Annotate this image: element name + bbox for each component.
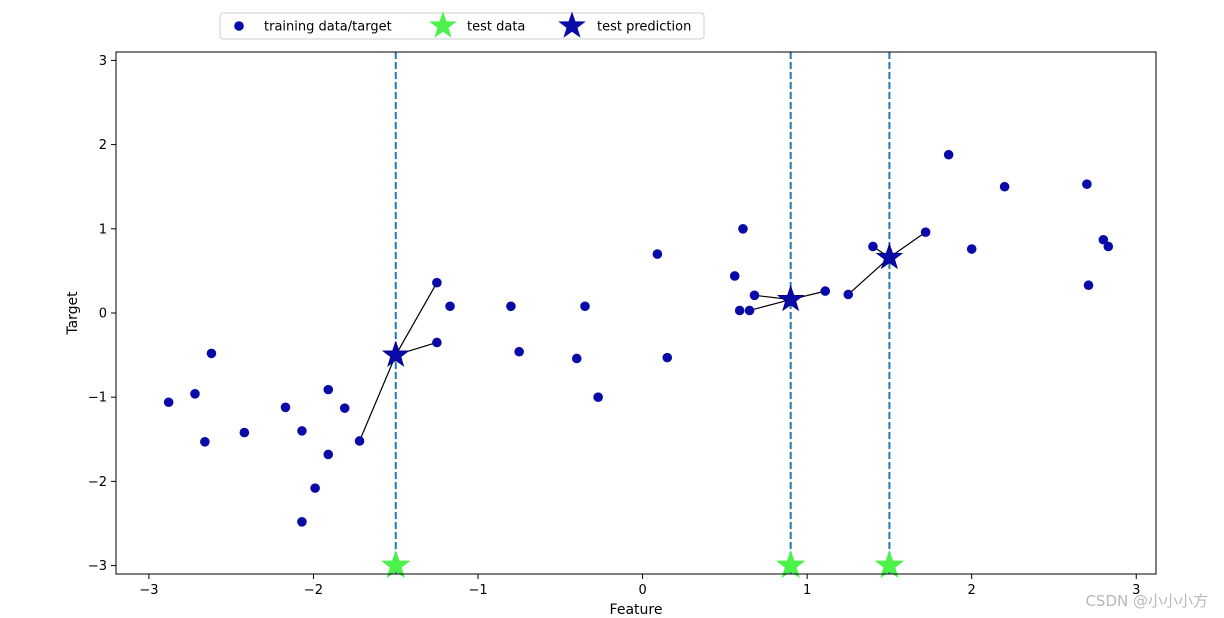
neighbor-line (395, 282, 438, 356)
legend-label: test prediction (597, 20, 691, 35)
x-tick-label: 3 (1132, 583, 1140, 598)
legend-marker-star (558, 11, 586, 38)
y-tick-label: 3 (99, 54, 107, 69)
training-point (200, 437, 210, 447)
training-point (580, 301, 590, 312)
training-point (239, 427, 250, 438)
legend: training data/target test data test predic… (219, 11, 705, 40)
training-point (323, 449, 334, 460)
training-point (432, 337, 442, 348)
training-point (843, 289, 854, 300)
training-point (506, 301, 516, 312)
training-point (943, 149, 954, 160)
training-point (729, 271, 740, 281)
training-point (190, 389, 200, 399)
prediction-points (381, 242, 904, 367)
prediction-star (875, 242, 904, 270)
training-point (432, 277, 442, 288)
test-point-star (775, 550, 806, 579)
training-point (920, 227, 931, 237)
training-point (744, 305, 755, 316)
training-point (734, 305, 745, 316)
training-point (1083, 280, 1094, 291)
training-point (738, 224, 748, 234)
training-point (206, 348, 217, 359)
watermark: CSDN @小小小方 (1085, 592, 1208, 610)
x-tick-label: 0 (638, 583, 646, 598)
training-point (297, 426, 307, 436)
training-point (999, 181, 1010, 192)
training-point (514, 346, 524, 357)
training-point (339, 403, 350, 413)
y-tick-label: 0 (99, 307, 107, 322)
training-point (1103, 241, 1114, 252)
y-axis: −3 −2 −1 0 1 2 3 (88, 54, 116, 574)
legend-marker-star (429, 11, 457, 38)
training-point (1082, 179, 1092, 189)
x-tick-label: 2 (968, 583, 976, 598)
training-point (280, 402, 291, 413)
x-axis-label: Feature (610, 602, 663, 618)
legend-label: training data/target (264, 20, 392, 35)
y-axis-label: Target (65, 291, 81, 336)
training-point (820, 286, 831, 296)
training-points (163, 149, 1114, 527)
test-point-star (874, 550, 905, 579)
training-point (662, 352, 673, 363)
training-point (652, 249, 663, 259)
training-point (966, 244, 977, 254)
prediction-star (381, 340, 410, 367)
y-tick-label: −1 (88, 391, 107, 406)
y-tick-label: −2 (88, 475, 107, 490)
training-point (310, 483, 320, 493)
training-point (445, 301, 455, 312)
test-point-star (380, 550, 411, 579)
x-tick-label: 1 (803, 583, 811, 598)
prediction-star (776, 285, 805, 312)
training-point (571, 353, 582, 364)
y-tick-label: 2 (99, 138, 107, 153)
x-tick-label: −3 (139, 583, 158, 598)
training-point (354, 436, 365, 446)
training-point (868, 241, 878, 252)
test-points (380, 550, 905, 579)
x-axis: −3 −2 −1 0 1 2 3 (139, 574, 1140, 598)
y-tick-label: 1 (99, 222, 107, 237)
legend-label: test data (467, 20, 525, 35)
x-tick-label: −2 (304, 583, 323, 598)
training-point (297, 517, 307, 527)
neighbor-line (749, 298, 791, 312)
x-tick-label: −1 (468, 583, 487, 598)
y-tick-label: −3 (88, 559, 107, 574)
test-point-vlines (394, 52, 891, 574)
training-point (593, 392, 603, 402)
training-point (1098, 234, 1109, 245)
neighbor-line (847, 256, 890, 295)
training-point (163, 397, 174, 408)
legend-box (219, 12, 705, 40)
training-point (323, 384, 334, 395)
legend-marker-circle (234, 21, 244, 31)
neighbor-line (358, 354, 397, 442)
training-point (749, 290, 760, 301)
